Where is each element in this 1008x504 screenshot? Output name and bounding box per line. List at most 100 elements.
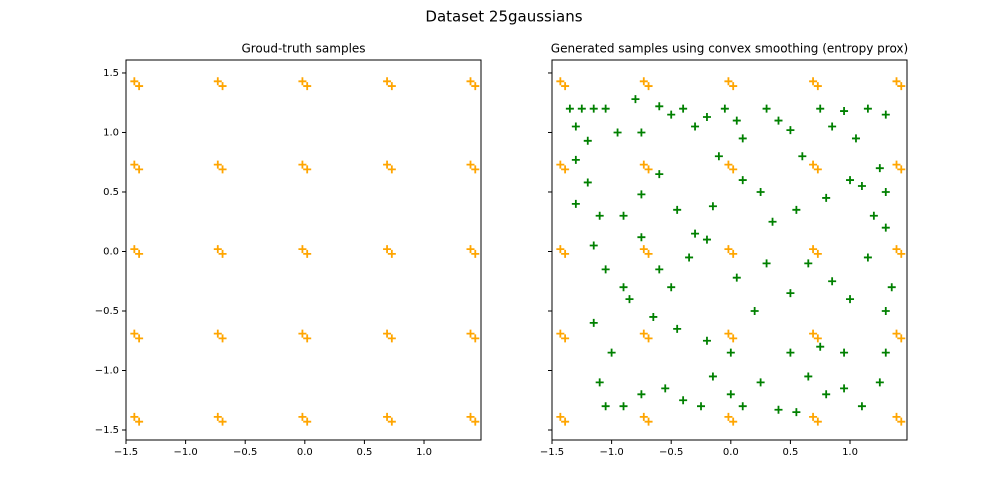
scatter-point [466,77,475,86]
y-tick-label: −1.0 [95,365,119,376]
scatter-point [644,334,653,343]
scatter-point [863,104,872,113]
scatter-point [619,283,628,292]
scatter-point [774,116,783,125]
scatter-point [724,160,733,169]
scatter-point [613,128,622,137]
scatter-point [556,329,565,338]
scatter-point [639,412,648,421]
scatter-point [631,95,640,104]
scatter-point [813,417,822,426]
scatter-point [685,253,694,262]
scatter-point [589,318,598,327]
scatter-point [303,334,312,343]
scatter-point [649,312,658,321]
scatter-point [897,334,906,343]
scatter-point [892,160,901,169]
scatter-point [471,82,480,91]
scatter-point [298,329,307,338]
scatter-point [702,113,711,122]
scatter-point [471,417,480,426]
scatter-point [887,283,896,292]
scatter-point [383,77,392,86]
scatter-point [218,249,227,258]
scatter-point [571,155,580,164]
scatter-point [840,348,849,357]
scatter-point [762,104,771,113]
scatter-point [218,165,227,174]
x-tick-label: 0.0 [723,447,739,458]
scatter-point [708,202,717,211]
scatter-point [625,295,634,304]
y-tick-label: −1.5 [95,425,119,436]
scatter-point [637,233,646,242]
x-tick-label: −0.5 [659,447,683,458]
scatter-point [892,245,901,254]
scatter-point [213,160,222,169]
x-tick-label: −1.0 [173,447,197,458]
scatter-point [601,265,610,274]
scatter-point [724,77,733,86]
scatter-point [691,122,700,131]
figure-title: Dataset 25gaussians [425,8,582,26]
scatter-point [756,187,765,196]
axes-title: Groud-truth samples [241,42,365,56]
y-tick-label: 0.5 [103,187,119,198]
scatter-point [303,417,312,426]
scatter-point [583,178,592,187]
scatter-point [750,306,759,315]
scatter-point [724,245,733,254]
scatter-point [679,104,688,113]
scatter-point [892,412,901,421]
scatter-point [774,405,783,414]
scatter-point [724,412,733,421]
scatter-point [655,265,664,274]
scatter-point [809,160,818,169]
scatter-point [875,164,884,173]
scatter-point [561,334,570,343]
x-tick-label: 1.0 [842,447,858,458]
scatter-point [673,324,682,333]
scatter-point [213,245,222,254]
x-tick-label: −1.0 [599,447,623,458]
scatter-point [897,249,906,258]
scatter-point [840,384,849,393]
scatter-point [556,412,565,421]
scatter-point [809,77,818,86]
scatter-point [729,334,738,343]
scatter-point [213,77,222,86]
scatter-point [786,348,795,357]
scatter-point [846,176,855,185]
scatter-point [383,245,392,254]
scatter-point [130,412,139,421]
scatter-point [762,259,771,268]
scatter-point [729,165,738,174]
scatter-point [218,82,227,91]
scatter-point [135,417,144,426]
scatter-point [387,165,396,174]
scatter-point [637,190,646,199]
scatter-point [786,126,795,135]
scatter-point [619,402,628,411]
scatter-point [892,77,901,86]
scatter-point [897,82,906,91]
scatter-point [840,107,849,116]
scatter-point [720,104,729,113]
axes-frame [125,59,482,441]
scatter-point [637,128,646,137]
scatter-point [804,259,813,268]
scatter-point [816,342,825,351]
y-tick-label: 0.0 [103,246,119,257]
scatter-point [387,82,396,91]
scatter-point [644,417,653,426]
scatter-point [466,412,475,421]
scatter-point [135,82,144,91]
scatter-point [724,329,733,338]
scatter-point [809,412,818,421]
scatter-point [561,165,570,174]
scatter-point [130,245,139,254]
scatter-point [619,211,628,220]
scatter-point [726,348,735,357]
scatter-point [729,249,738,258]
